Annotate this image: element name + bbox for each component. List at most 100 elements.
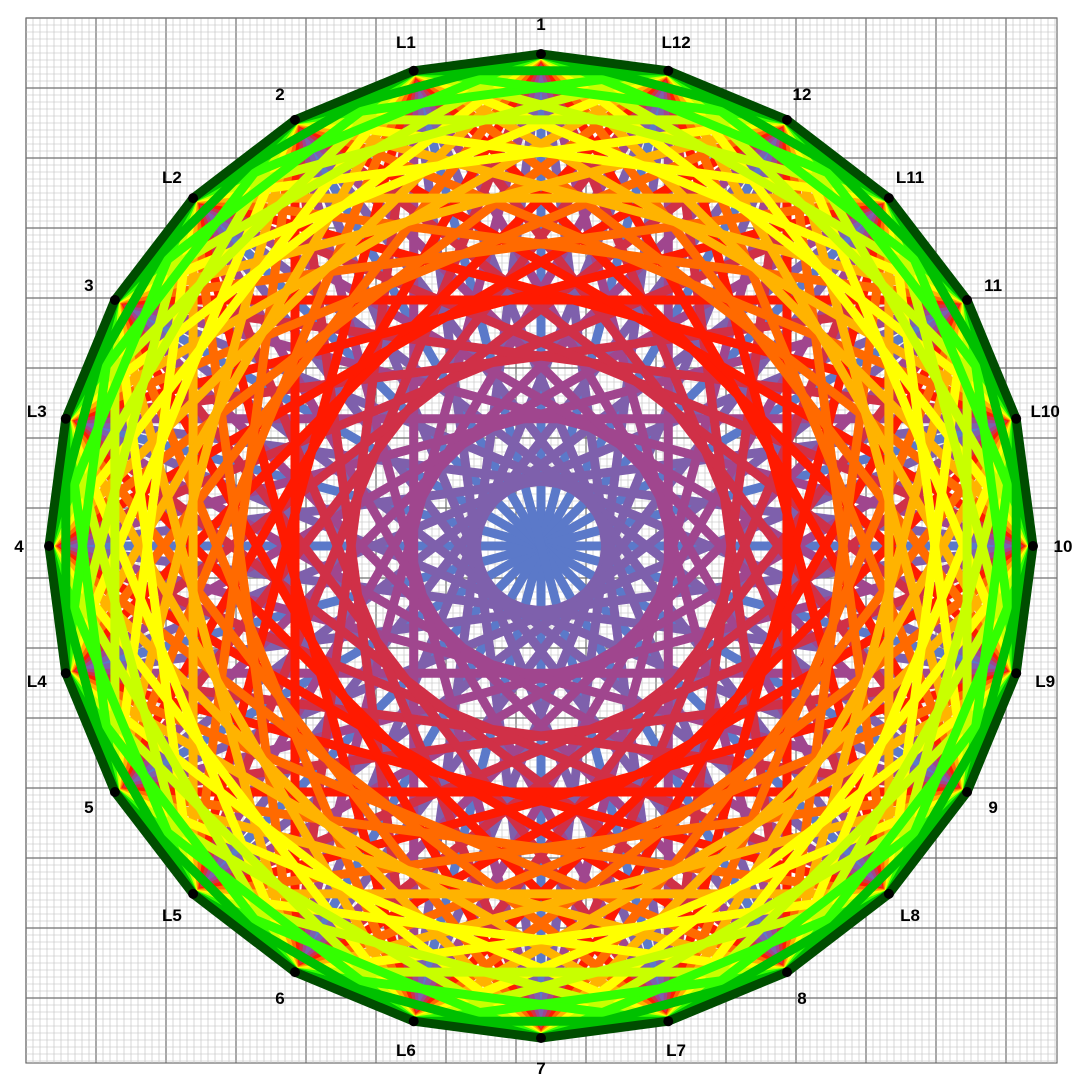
chord-edge [536, 49, 972, 797]
vertex-points [44, 49, 1038, 1043]
chord-edge [536, 295, 972, 1043]
chord-edge [61, 668, 673, 1026]
chord-edge [782, 295, 972, 977]
chord-edge [61, 49, 546, 424]
chord-edge [61, 193, 198, 424]
vertex-label: L4 [27, 672, 47, 691]
chord-edge [884, 193, 972, 797]
vertex-label: 9 [988, 798, 997, 817]
vertex-labels: 1 L12 12 L11 11 L10 10 L9 9 L8 8 L7 7 L6 6 L5 5 L4 4 L3 3 L2 2… [14, 15, 1072, 1078]
chord-edge [110, 49, 546, 797]
chord-edge [61, 414, 419, 1026]
chord-edge [536, 541, 1038, 1043]
vertex-dot [60, 668, 71, 679]
vertex-label: L2 [162, 168, 182, 187]
chord-edge [663, 967, 792, 1026]
chord-edge [61, 66, 419, 678]
chord-edge [1011, 541, 1038, 678]
vertex-label: 11 [984, 276, 1002, 295]
chord-edge [962, 668, 1021, 797]
vertex-label: L9 [1035, 672, 1055, 691]
chord-edge [290, 541, 1038, 977]
chord-edge [61, 668, 120, 797]
chord-edge [409, 787, 972, 1026]
chord-edge [188, 115, 792, 203]
chord-edge [409, 66, 1021, 424]
chord-edge [290, 115, 972, 305]
chord-edge [290, 787, 972, 977]
chord-edge [44, 541, 419, 1026]
chord-edge [188, 66, 419, 203]
chord-edge [61, 668, 198, 899]
chord-edges [44, 49, 1038, 1043]
vertex-dot [883, 888, 894, 899]
chord-edge [782, 889, 894, 977]
chord-edge [536, 668, 1021, 1043]
chord-edge [188, 889, 419, 1026]
vertex-label: L6 [396, 1041, 416, 1060]
chord-edge [409, 49, 546, 76]
chord-edge [110, 295, 198, 899]
vertex-label: 6 [275, 989, 284, 1008]
vertex-dot [782, 114, 792, 125]
chord-edge [110, 115, 300, 305]
vertex-label: 4 [14, 537, 24, 556]
vertex-label: 5 [84, 798, 93, 817]
chord-edge [409, 414, 1021, 1026]
chord-edge [44, 541, 546, 1043]
vertex-dot [188, 888, 199, 899]
chord-edge [782, 787, 972, 977]
vertex-label: 2 [275, 85, 284, 104]
vertex-label: L7 [666, 1041, 686, 1060]
chord-edge [188, 115, 300, 203]
vertex-dot [408, 1016, 419, 1027]
chord-edge [110, 295, 546, 1043]
vertex-label: L10 [1031, 402, 1060, 421]
chord-edge [782, 115, 972, 305]
chord-edge [188, 889, 792, 977]
vertex-label: L8 [900, 906, 920, 925]
vertex-label: 3 [84, 276, 93, 295]
chord-edge [110, 787, 792, 977]
chord-edge [188, 668, 1021, 899]
chord-edge [884, 295, 972, 899]
vertex-dot [536, 49, 546, 59]
chord-edge [663, 889, 894, 1026]
vertex-dot [1011, 413, 1022, 424]
chord-edge [409, 668, 1021, 1026]
chord-edge [110, 295, 300, 977]
chord-edge [409, 1016, 546, 1043]
chord-edge [536, 1016, 673, 1043]
chord-edge [409, 66, 972, 305]
vertex-label: L1 [396, 33, 416, 52]
vertex-label: 10 [1054, 537, 1073, 556]
chord-edge [884, 668, 1021, 899]
vertex-dot [408, 65, 419, 76]
chord-edge [188, 193, 1021, 424]
chord-edge [61, 193, 894, 424]
chord-edge [110, 66, 419, 305]
chord-edge [110, 115, 300, 797]
chord-edge [110, 193, 198, 797]
chord-edge [290, 967, 419, 1026]
chord-edge [61, 668, 546, 1043]
chord-edge [290, 967, 546, 1043]
chord-edge [663, 193, 894, 1026]
chord-edge [663, 66, 894, 899]
chord-edge [884, 193, 972, 305]
vertex-dot [663, 65, 674, 76]
chord-edge [663, 66, 792, 125]
chord-edge [962, 541, 1038, 797]
chord-edge [61, 66, 673, 424]
chord-edge [290, 115, 1038, 551]
vertex-dot [962, 295, 973, 305]
chord-edge [44, 541, 792, 977]
chord-edge [188, 193, 419, 1026]
vertex-label: 1 [536, 15, 545, 34]
chord-edge [110, 787, 198, 899]
vertex-dot [663, 1016, 674, 1027]
chord-edge [536, 49, 1021, 424]
chord-edge [44, 115, 792, 551]
vertex-dot [290, 967, 300, 978]
